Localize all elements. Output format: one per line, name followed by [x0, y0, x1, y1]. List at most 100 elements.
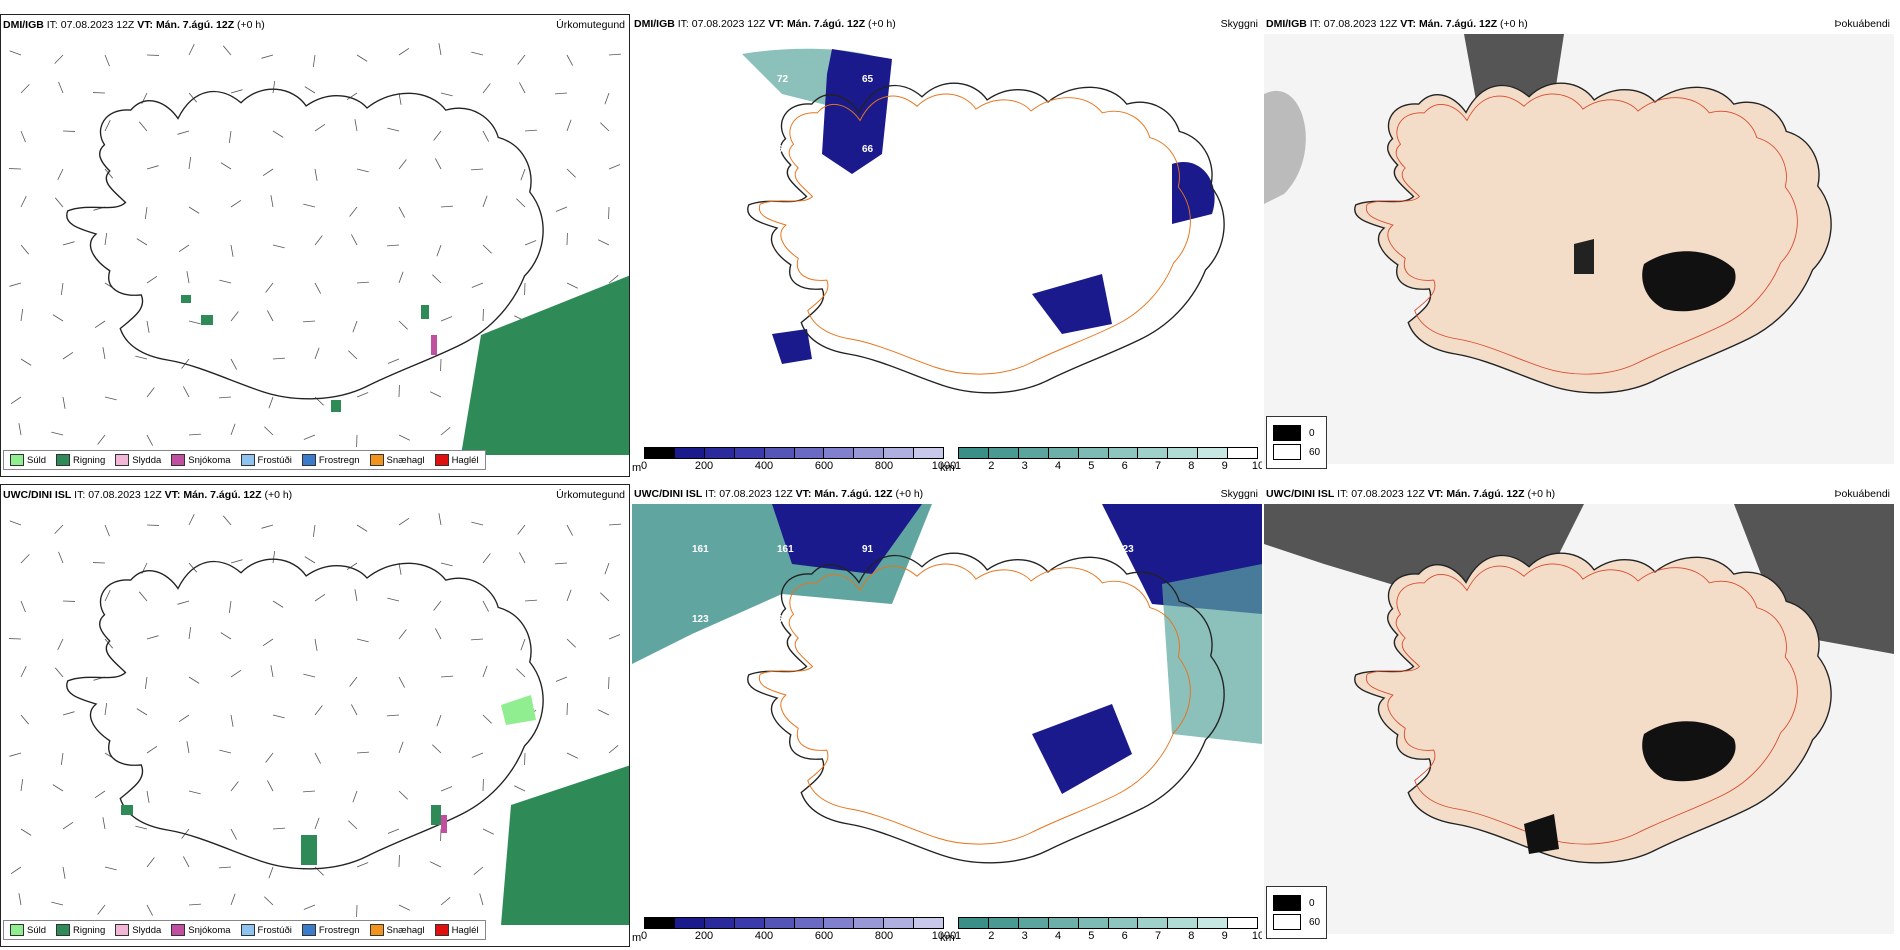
wind-barb [104, 54, 110, 67]
wind-barb [20, 600, 26, 613]
colorbar-cell [1078, 448, 1109, 458]
wind-barb [146, 745, 158, 754]
snow-area [441, 815, 447, 833]
precip-type-legend: Súld Rigning Slydda Snjókoma Frostúði Frostre… [3, 920, 486, 940]
fog-value-label: 162 [1117, 684, 1134, 695]
wind-barb [188, 903, 201, 906]
wind-barb [608, 164, 621, 170]
legend-item: Frostúði [240, 924, 292, 936]
wind-barb [272, 357, 285, 360]
colorbar-tick: 600 [814, 460, 834, 472]
colorbar-cell [1198, 448, 1229, 458]
panel-uwc-visibility: UWC/DINI ISL IT: 07.08.2023 12Z VT: Mán.… [632, 484, 1262, 947]
wind-barb [314, 638, 318, 651]
wind-barb [303, 673, 316, 678]
legend-item: Snæhagl [369, 454, 425, 466]
fog-value-label: 62 [1117, 144, 1129, 155]
colorbar-tick: 0 [640, 930, 648, 942]
wind-barb [608, 274, 619, 284]
wind-barb [9, 520, 22, 526]
colorbar-tick: 2 [988, 460, 995, 472]
wind-barb [356, 281, 369, 284]
colorbar-tick: 2 [988, 930, 995, 942]
wind-barb [188, 433, 201, 436]
wind-barb [398, 159, 407, 170]
legend-label: Súld [27, 454, 47, 466]
legend-swatch [240, 454, 255, 466]
wind-barb [146, 790, 150, 803]
wind-barb [272, 81, 276, 94]
visibility-map [632, 504, 1262, 864]
visibility-map [742, 48, 1225, 394]
fog-value-label: 337 [777, 684, 794, 695]
wind-barb [136, 238, 148, 246]
wind-barb [262, 638, 274, 647]
wind-barb [183, 386, 190, 398]
product-title: Þokuábendi [1834, 488, 1890, 500]
wind-barb [146, 165, 159, 170]
wind-barb [52, 314, 64, 322]
wind-barb [555, 206, 568, 212]
wind-barb [20, 130, 26, 143]
wind-barb [62, 866, 66, 879]
wind-barb [230, 893, 236, 906]
wind-barb [566, 752, 578, 759]
wind-barb [598, 709, 610, 716]
legend-item: Snjókoma [171, 454, 231, 466]
fog-value-label: 60 [777, 144, 789, 155]
wind-barb [482, 714, 492, 724]
wind-barb [516, 198, 526, 208]
colorbar-cell [1198, 918, 1229, 928]
wind-barb [219, 396, 232, 399]
wind-barb [312, 54, 316, 67]
wind-barb [608, 53, 621, 56]
fog-value-label: 56 [692, 144, 704, 155]
wind-barb [230, 311, 239, 322]
panel-dmi-fog-index: DMI/IGB IT: 07.08.2023 12Z VT: Mán. 7.ág… [1264, 14, 1894, 477]
wind-barb [314, 593, 326, 602]
colorbar-cell [1228, 918, 1258, 928]
wind-barb [104, 120, 111, 132]
wind-barb [520, 168, 526, 181]
legend-item: Súld [10, 924, 46, 936]
wind-barb [314, 123, 326, 132]
wind-barb [598, 239, 610, 246]
wind-barb [261, 54, 274, 59]
fog-value-label: 65 [862, 74, 874, 85]
legend-swatch [10, 924, 24, 936]
wind-barb [58, 551, 64, 564]
wind-barb [230, 199, 242, 208]
wind-barb [62, 821, 74, 830]
wind-barb [10, 866, 22, 875]
wind-barb [435, 628, 442, 640]
legend-label: Frostúði [257, 454, 292, 466]
wind-barb [10, 396, 22, 405]
panel-uwc-precip-type: UWC/DINI ISL IT: 07.08.2023 12Z VT: Mán.… [0, 484, 630, 947]
colorbar-tick: 7 [1154, 930, 1162, 942]
wind-barb [303, 434, 316, 440]
coastline [66, 558, 544, 870]
wind-barb [440, 316, 453, 322]
fog-value-label: 120 [1032, 544, 1049, 555]
wind-barb [20, 309, 24, 322]
colorbar-cell [959, 448, 989, 458]
colorbar-tick: 4 [1054, 460, 1062, 472]
vis-km-colorbar: 1 2 3 4 5 6 7 8 9 10 [955, 447, 1262, 475]
wind-barb [482, 665, 488, 678]
vis-m-colorbar: 0 200 400 600 800 1000 [640, 917, 956, 945]
wind-barb [314, 282, 321, 294]
colorbar-cell [1138, 918, 1169, 928]
colorbar-cell [988, 448, 1019, 458]
wind-barb [440, 426, 451, 436]
colorbar-cell [1078, 918, 1109, 928]
wind-barb [566, 638, 576, 648]
wind-barb [18, 893, 22, 906]
legend-label: Frostregn [318, 454, 360, 466]
colorbar-tick: 9 [1221, 930, 1228, 942]
wind-barb [20, 666, 27, 678]
wind-barb [440, 562, 453, 567]
colorbar-tick: 8 [1188, 930, 1195, 942]
fog-value-label: 68 [692, 74, 704, 85]
wind-barb [440, 786, 453, 792]
fog-value-label: 123 [1117, 544, 1134, 555]
